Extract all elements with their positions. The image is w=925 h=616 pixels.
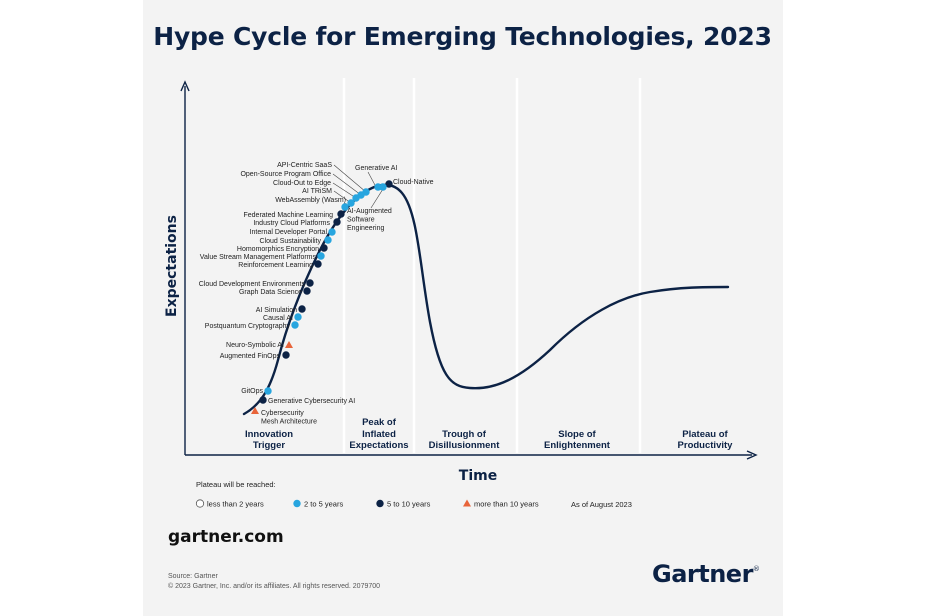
gartner-logo: Gartner® [652,560,760,588]
technology-label: API-Centric SaaS [277,162,332,169]
technology-marker [324,236,332,244]
technology-labels: Cybersecurity Mesh Architecture Generative… [199,162,434,426]
technology-label: Federated Machine Learning [243,212,333,219]
phase-label-peak: Peak of Inflated Expectations [349,417,408,451]
technology-label: Cybersecurity Mesh Architecture [261,410,317,426]
legend-heading: Plateau will be reached: [196,480,276,489]
x-axis-label: Time [459,468,497,484]
infographic-card [143,0,783,616]
technology-marker [251,407,259,414]
technology-marker [259,396,267,404]
technology-label: Postquantum Cryptography [205,323,291,330]
technology-marker [337,210,345,218]
chart-title: Hype Cycle for Emerging Technologies, 20… [153,22,772,51]
technology-marker [328,228,336,236]
technology-marker [385,180,393,188]
technology-marker [379,183,387,191]
legend-marker [195,499,205,508]
legend-marker [376,499,384,508]
logo-registered-mark: ® [752,565,760,573]
technology-marker [282,351,290,359]
technology-label: Cloud-Native [393,179,434,186]
technology-marker [306,279,314,287]
technology-label: AI Simulation [256,307,297,314]
technology-marker [285,341,293,348]
technology-label: Augmented FinOps [220,353,281,360]
legend: less than 2 years 2 to 5 years 5 to 10 yea… [195,499,539,509]
technology-label: GitOps [241,388,263,395]
technology-marker [264,387,272,395]
y-axis-label: Expectations [164,215,180,317]
technology-leader-lines [332,164,384,209]
technology-label: Cloud Sustainability [260,238,322,245]
technology-label: WebAssembly (Wasm) [275,197,346,204]
phase-label-trough: Trough of Disillusionment [429,429,501,451]
technology-marker [347,199,355,207]
phase-label-slope: Slope of Enlightenment [544,429,611,451]
logo-text: Gartner [652,560,753,588]
technology-leader-line [332,173,362,196]
legend-label: 2 to 5 years [304,500,343,509]
technology-marker [320,244,328,252]
legend-label: more than 10 years [474,500,539,509]
technology-label: Causal AI [263,315,293,322]
legend-marker [463,499,471,507]
legend-marker [293,499,301,508]
technology-marker [341,203,349,211]
technology-marker [314,260,322,268]
technology-label: Open-Source Program Office [240,171,331,178]
phase-label-plateau: Plateau of Productivity [678,429,734,451]
technology-leader-line [367,171,377,188]
y-axis-arrowhead [180,80,190,92]
technology-leader-line [333,164,367,193]
technology-marker [303,287,311,295]
site-url: gartner.com [168,527,284,547]
technology-label: AI TRiSM [302,188,332,195]
phase-label-innovation-trigger: Innovation Trigger [245,429,293,451]
technology-label: Homomorphics Encryption [237,246,319,253]
technology-label: Graph Data Science [239,289,302,296]
technology-marker [298,305,306,313]
technology-label: Industry Cloud Platforms [253,220,330,227]
technology-label: Value Stream Management Platforms [200,254,317,261]
hype-curve [242,183,730,416]
source-note: Source: Gartner © 2023 Gartner, Inc. and… [168,572,380,592]
legend-label: 5 to 10 years [387,500,431,509]
legend-label: less than 2 years [207,500,264,509]
technology-markers [251,180,393,414]
technology-label: AI-Augmented Software Engineering [347,208,392,232]
as-of-date: As of August 2023 [571,500,632,509]
technology-label: Internal Developer Portal [250,229,328,236]
technology-label: Cloud-Out to Edge [273,180,331,187]
technology-leader-line [370,188,384,209]
technology-marker [333,218,341,226]
technology-label: Cloud Development Environments [199,281,306,288]
technology-leader-line [332,182,357,199]
technology-label: Generative Cybersecurity AI [268,398,355,405]
technology-label: Reinforcement Learning [238,262,313,269]
copyright-line: © 2023 Gartner, Inc. and/or its affiliat… [168,583,381,590]
technology-marker [291,321,299,329]
technology-marker [294,313,302,321]
x-axis-arrowhead [746,450,758,460]
technology-marker [362,188,370,196]
technology-label: Generative AI [355,165,397,172]
technology-label: Neuro-Symbolic AI [226,342,284,349]
technology-marker [317,252,325,260]
source-line: Source: Gartner [168,573,218,580]
